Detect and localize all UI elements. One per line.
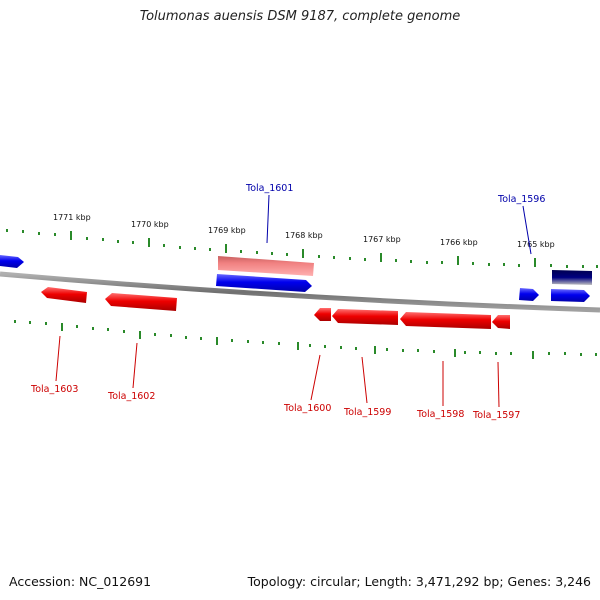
callout-lines (55, 194, 532, 408)
kbp-label-1771: 1771 kbp (53, 213, 91, 222)
gene-label-tola-1603[interactable]: Tola_1603 (30, 384, 78, 395)
gene-label-tola-1600[interactable]: Tola_1600 (283, 403, 331, 414)
genome-summary-text: Topology: circular; Length: 3,471,292 bp… (247, 574, 591, 589)
kbp-label-1766: 1766 kbp (440, 238, 478, 247)
gene-label-tola-1596[interactable]: Tola_1596 (497, 194, 545, 205)
gene-arrow-tola-1599[interactable] (332, 309, 398, 325)
upper-tick-track (6, 229, 598, 268)
gene-arrow-tola-1598[interactable] (400, 312, 491, 329)
kbp-label-1770: 1770 kbp (131, 220, 169, 229)
kbp-label-1767: 1767 kbp (363, 235, 401, 244)
upper-major-ticks (70, 231, 536, 267)
gene-label-tola-1597[interactable]: Tola_1597 (472, 410, 520, 421)
lower-tick-track (14, 320, 597, 356)
gene-label-tola-1599[interactable]: Tola_1599 (343, 407, 391, 418)
gene-highlight-1601[interactable] (218, 256, 314, 276)
gene-arrow-tola-1603[interactable] (41, 287, 87, 303)
genome-backbone (0, 271, 600, 313)
gene-arrow-tola-1596[interactable] (551, 289, 590, 302)
gene-arrow-tola-1602[interactable] (105, 293, 177, 311)
gene-arrow-left-edge[interactable] (0, 255, 24, 268)
gene-label-tola-1601[interactable]: Tola_1601 (245, 183, 293, 194)
kbp-label-1769: 1769 kbp (208, 226, 246, 235)
forward-strand-genes (0, 255, 592, 302)
accession-text: Accession: NC_012691 (9, 574, 152, 589)
lower-major-ticks (61, 323, 534, 359)
genome-title: Tolumonas auensis DSM 9187, complete gen… (139, 9, 461, 24)
gene-arrow-tola-1600[interactable] (314, 308, 331, 321)
gene-highlight-1596[interactable] (552, 270, 592, 285)
gene-arrow-tola-1596-small[interactable] (519, 288, 539, 301)
kbp-label-1768: 1768 kbp (285, 231, 323, 240)
gene-label-tola-1602[interactable]: Tola_1602 (107, 391, 155, 402)
reverse-strand-genes (41, 287, 510, 329)
kbp-label-1765: 1765 kbp (517, 240, 555, 249)
gene-arrow-tola-1597[interactable] (492, 315, 510, 329)
gene-arrow-tola-1601[interactable] (216, 274, 312, 292)
gene-label-tola-1598[interactable]: Tola_1598 (416, 409, 464, 420)
